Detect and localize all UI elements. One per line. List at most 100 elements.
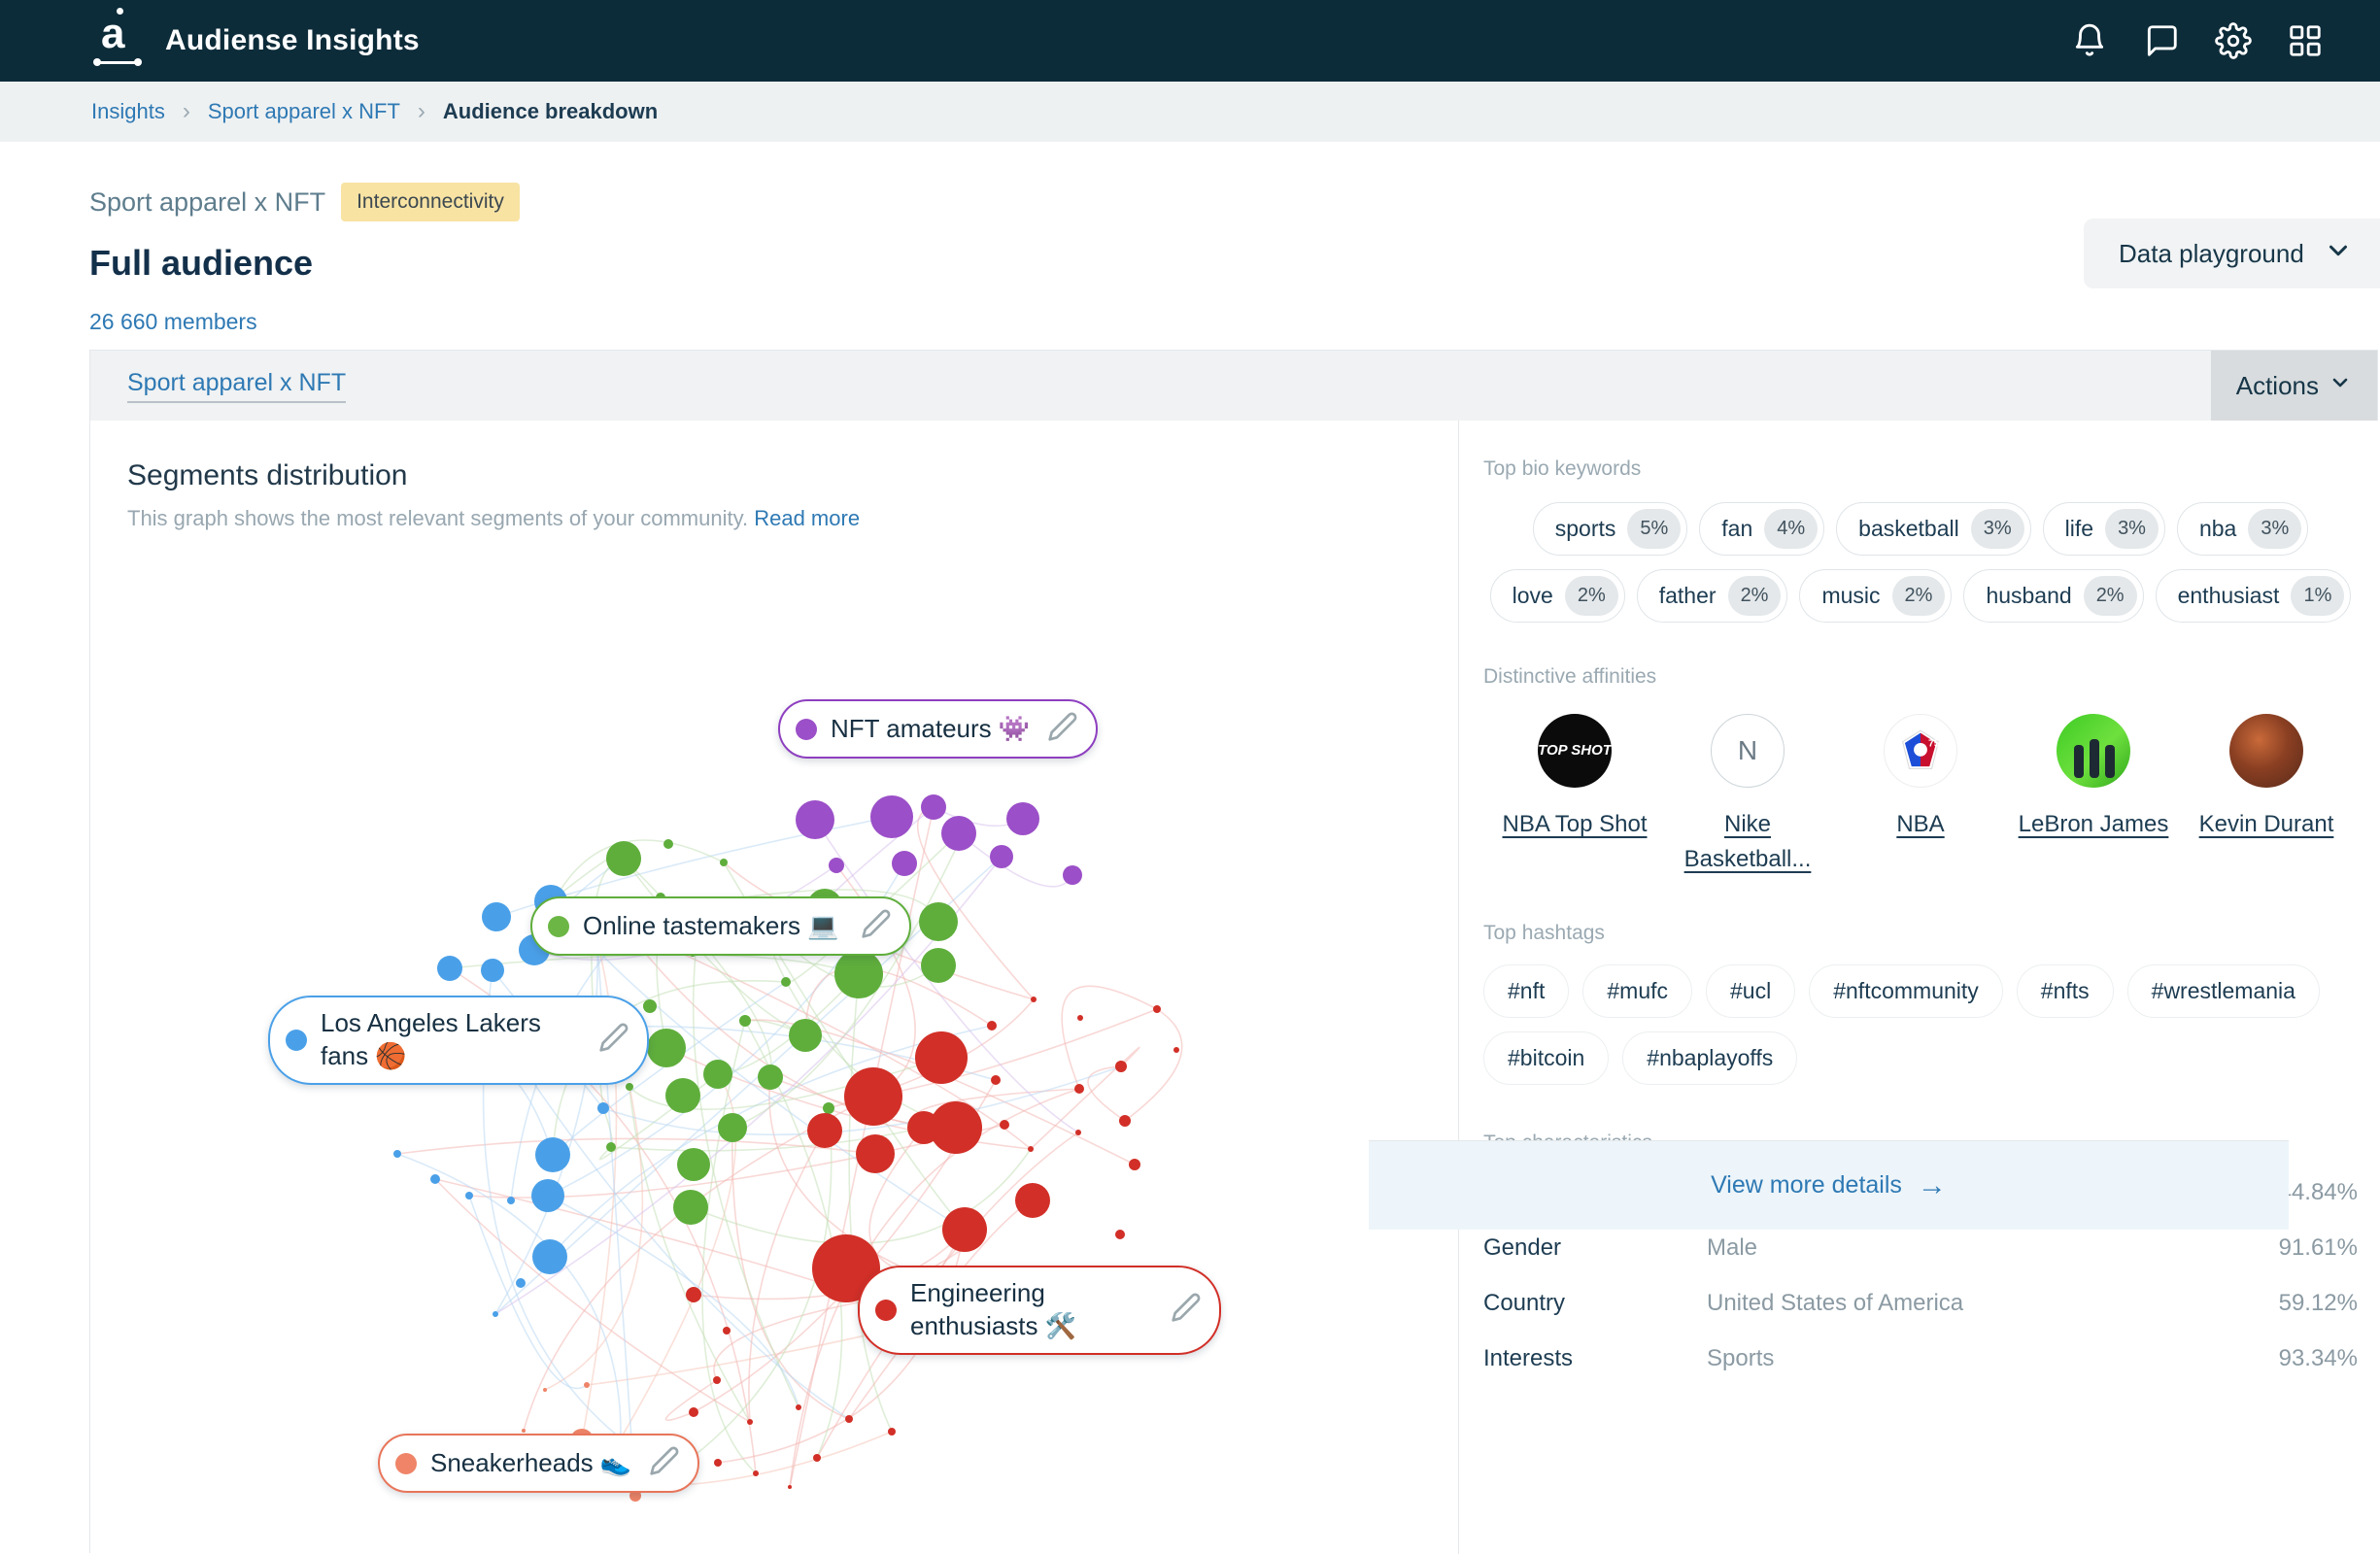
bio-keyword-pill[interactable]: fan 4% bbox=[1699, 502, 1825, 556]
chat-icon[interactable] bbox=[2143, 22, 2180, 59]
affinity-item[interactable]: LeBron James bbox=[2012, 714, 2175, 877]
graph-node[interactable] bbox=[921, 794, 946, 820]
segment-label-pill[interactable]: Online tastemakers 💻 bbox=[530, 896, 911, 956]
view-more-details-link[interactable]: View more details → bbox=[1711, 1168, 1947, 1201]
bio-keyword-pill[interactable]: basketball 3% bbox=[1836, 502, 2031, 556]
graph-node[interactable] bbox=[532, 1239, 567, 1274]
graph-node[interactable] bbox=[991, 1075, 1001, 1085]
graph-node[interactable] bbox=[788, 1485, 792, 1489]
bio-keyword-pill[interactable]: father 2% bbox=[1636, 569, 1788, 623]
graph-node[interactable] bbox=[834, 950, 883, 998]
graph-node[interactable] bbox=[1006, 802, 1039, 835]
graph-node[interactable] bbox=[535, 1137, 570, 1172]
graph-node[interactable] bbox=[1173, 1047, 1179, 1053]
breadcrumb-item[interactable]: Insights bbox=[91, 99, 165, 123]
graph-node[interactable] bbox=[1129, 1159, 1140, 1170]
graph-node[interactable] bbox=[626, 1083, 633, 1091]
graph-node[interactable] bbox=[888, 1428, 896, 1436]
graph-node[interactable] bbox=[714, 1459, 722, 1467]
graph-node[interactable] bbox=[507, 1197, 515, 1204]
read-more-link[interactable]: Read more bbox=[754, 506, 861, 530]
settings-gear-icon[interactable] bbox=[2215, 22, 2252, 59]
graph-node[interactable] bbox=[606, 841, 641, 876]
affinity-item[interactable]: N Nike Basketball... bbox=[1666, 714, 1829, 877]
graph-node[interactable] bbox=[1075, 1130, 1081, 1135]
graph-node[interactable] bbox=[393, 1150, 401, 1158]
edit-pencil-icon[interactable] bbox=[861, 908, 892, 944]
affinity-item[interactable]: TOP SHOT NBA Top Shot bbox=[1493, 714, 1656, 877]
graph-node[interactable] bbox=[941, 816, 976, 851]
graph-node[interactable] bbox=[597, 1102, 609, 1114]
graph-node[interactable] bbox=[713, 1376, 721, 1384]
bio-keyword-pill[interactable]: enthusiast 1% bbox=[2155, 569, 2352, 623]
bio-keyword-pill[interactable]: nba 3% bbox=[2176, 502, 2309, 556]
graph-node[interactable] bbox=[919, 902, 958, 941]
graph-node[interactable] bbox=[990, 845, 1013, 868]
graph-node[interactable] bbox=[543, 1388, 547, 1392]
graph-node[interactable] bbox=[437, 956, 462, 981]
graph-node[interactable] bbox=[430, 1174, 440, 1184]
bio-keyword-pill[interactable]: husband 2% bbox=[1963, 569, 2144, 623]
graph-node[interactable] bbox=[789, 1019, 822, 1052]
graph-node[interactable] bbox=[987, 1021, 997, 1030]
segment-label-pill[interactable]: Los Angeles Lakers fans 🏀 bbox=[268, 996, 649, 1085]
hashtag-pill[interactable]: #mufc bbox=[1582, 964, 1693, 1018]
graph-node[interactable] bbox=[907, 1111, 940, 1144]
hashtag-pill[interactable]: #ucl bbox=[1706, 964, 1796, 1018]
graph-node[interactable] bbox=[1015, 1183, 1050, 1218]
bio-keyword-pill[interactable]: sports 5% bbox=[1532, 502, 1688, 556]
affinity-name[interactable]: NBA Top Shot bbox=[1502, 811, 1648, 837]
graph-node[interactable] bbox=[643, 999, 657, 1013]
graph-node[interactable] bbox=[807, 1113, 842, 1148]
graph-node[interactable] bbox=[930, 1101, 982, 1154]
hashtag-pill[interactable]: #nft bbox=[1483, 964, 1570, 1018]
graph-node[interactable] bbox=[758, 1064, 783, 1090]
graph-node[interactable] bbox=[1115, 1061, 1127, 1072]
affinity-name[interactable]: NBA bbox=[1896, 811, 1945, 837]
graph-node[interactable] bbox=[892, 851, 917, 876]
graph-node[interactable] bbox=[665, 1078, 700, 1113]
graph-node[interactable] bbox=[482, 902, 511, 931]
affinity-item[interactable]: 75 NBA bbox=[1839, 714, 2002, 877]
graph-node[interactable] bbox=[677, 1148, 710, 1181]
members-count-link[interactable]: 26 660 members bbox=[89, 309, 257, 334]
segment-label-pill[interactable]: NFT amateurs 👾 bbox=[778, 699, 1099, 759]
graph-node[interactable] bbox=[481, 959, 504, 982]
graph-node[interactable] bbox=[1077, 1015, 1083, 1021]
hashtag-pill[interactable]: #nbaplayoffs bbox=[1622, 1031, 1798, 1085]
graph-node[interactable] bbox=[844, 1067, 902, 1126]
graph-node[interactable] bbox=[1119, 1115, 1131, 1127]
graph-node[interactable] bbox=[522, 1429, 526, 1433]
graph-node[interactable] bbox=[1115, 1230, 1125, 1239]
actions-button[interactable]: Actions bbox=[2210, 351, 2377, 421]
hashtag-pill[interactable]: #nftcommunity bbox=[1809, 964, 2003, 1018]
graph-node[interactable] bbox=[921, 948, 956, 983]
edit-pencil-icon[interactable] bbox=[1047, 711, 1078, 747]
affinity-name[interactable]: Kevin Durant bbox=[2198, 811, 2334, 837]
hashtag-pill[interactable]: #wrestlemania bbox=[2126, 964, 2320, 1018]
graph-node[interactable] bbox=[915, 1031, 968, 1084]
graph-node[interactable] bbox=[829, 858, 844, 873]
graph-node[interactable] bbox=[720, 859, 728, 866]
graph-node[interactable] bbox=[703, 1060, 732, 1089]
graph-node[interactable] bbox=[1031, 997, 1037, 1002]
graph-node[interactable] bbox=[647, 1029, 686, 1067]
graph-node[interactable] bbox=[856, 1134, 895, 1173]
bio-keyword-pill[interactable]: life 3% bbox=[2042, 502, 2165, 556]
breadcrumb-item[interactable]: Sport apparel x NFT bbox=[207, 99, 400, 123]
graph-node[interactable] bbox=[845, 1415, 853, 1423]
edit-pencil-icon[interactable] bbox=[649, 1445, 680, 1481]
bio-keyword-pill[interactable]: love 2% bbox=[1489, 569, 1625, 623]
affinity-name[interactable]: LeBron James bbox=[2018, 811, 2169, 837]
graph-node[interactable] bbox=[606, 1142, 616, 1152]
graph-node[interactable] bbox=[723, 1327, 731, 1334]
apps-grid-icon[interactable] bbox=[2287, 22, 2324, 59]
graph-node[interactable] bbox=[1063, 865, 1082, 885]
hashtag-pill[interactable]: #bitcoin bbox=[1483, 1031, 1610, 1085]
segment-label-pill[interactable]: Sneakerheads 👟 bbox=[378, 1434, 700, 1493]
graph-node[interactable] bbox=[718, 1113, 747, 1142]
graph-node[interactable] bbox=[781, 977, 791, 987]
graph-node[interactable] bbox=[516, 1278, 526, 1288]
graph-node[interactable] bbox=[942, 1207, 987, 1252]
graph-node[interactable] bbox=[1000, 1120, 1009, 1130]
